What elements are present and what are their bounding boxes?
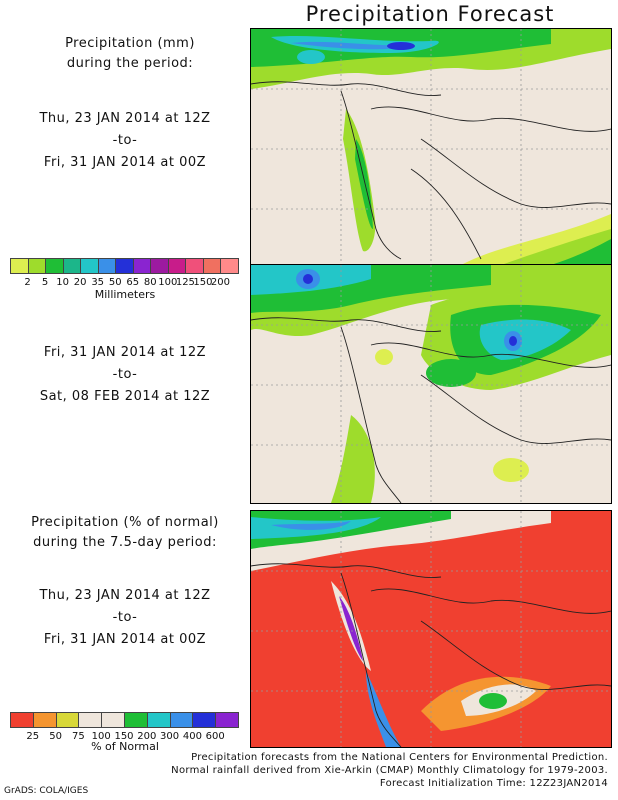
colorbar-tick-label: 200 — [137, 731, 157, 742]
panel1-header-line2: during the period: — [66, 56, 194, 71]
colorbar-tick-label: 2 — [24, 277, 31, 288]
colorbar-segment — [62, 258, 82, 274]
colorbar-segment — [124, 712, 148, 728]
pct-colorbar: 25 50 75 100 150 200 300 400 600 % of Normal — [0, 710, 250, 755]
colorbar-tick-label: 50 — [108, 277, 122, 288]
panel3-end: Fri, 31 JAN 2014 at 00Z — [43, 632, 207, 647]
colorbar-segment — [202, 258, 222, 274]
colorbar-segment — [27, 258, 47, 274]
panel1-to: -to- — [112, 133, 138, 148]
panel2-period: Fri, 31 JAN 2014 at 12Z -to- Sat, 08 FEB… — [10, 342, 240, 408]
colorbar-tick-label: 125 — [175, 277, 195, 288]
mm-colorbar: 2 5 10 20 35 50 65 80 100 125 150 200 Millimeters — [0, 252, 250, 302]
map-panel-week2-mm — [250, 264, 612, 504]
colorbar-tick-label: 300 — [160, 731, 180, 742]
colorbar-segment — [45, 258, 64, 274]
panel1-header: Precipitation (mm) during the period: — [20, 34, 240, 74]
credit-label: GrADS: COLA/IGES — [4, 786, 89, 796]
footer-line3: Forecast Initialization Time: 12Z23JAN20… — [379, 778, 608, 789]
colorbar-tick-label: 80 — [143, 277, 157, 288]
colorbar-tick-label: 100 — [91, 731, 111, 742]
colorbar-tick-label: 150 — [114, 731, 134, 742]
colorbar-segment — [32, 712, 57, 728]
colorbar-segment — [150, 258, 169, 274]
footer-line2: Normal rainfall derived from Xie-Arkin (… — [171, 765, 608, 776]
colorbar-tick-label: 150 — [193, 277, 213, 288]
colorbar-tick-label: 35 — [91, 277, 105, 288]
colorbar-segment — [115, 258, 134, 274]
colorbar-segment — [97, 258, 117, 274]
panel1-period: Thu, 23 JAN 2014 at 12Z -to- Fri, 31 JAN… — [10, 108, 240, 174]
panel3-header-line1: Precipitation (% of normal) — [31, 515, 219, 530]
panel3-header: Precipitation (% of normal) during the 7… — [8, 513, 242, 553]
panel3-header-line2: during the 7.5-day period: — [33, 535, 217, 550]
footer-notes: Precipitation forecasts from the Nationa… — [171, 751, 608, 790]
colorbar-tick-label: 400 — [182, 731, 202, 742]
panel2-start: Fri, 31 JAN 2014 at 12Z — [43, 345, 207, 360]
panel2-end: Sat, 08 FEB 2014 at 12Z — [39, 389, 211, 404]
colorbar-tick-label: 50 — [49, 731, 62, 742]
panel3-to: -to- — [112, 610, 138, 625]
page-title: Precipitation Forecast — [305, 2, 555, 26]
footer-line1: Precipitation forecasts from the Nationa… — [191, 752, 608, 763]
panel2-to: -to- — [112, 367, 138, 382]
map-panel-percent-normal — [250, 510, 612, 748]
colorbar-segment — [215, 712, 239, 728]
colorbar-segment — [101, 712, 125, 728]
colorbar-tick-label: 600 — [205, 731, 225, 742]
colorbar-segment — [80, 258, 99, 274]
colorbar-segment — [192, 712, 217, 728]
colorbar-segment — [146, 712, 171, 728]
colorbar-tick-label: 75 — [72, 731, 85, 742]
colorbar-tick-label: 100 — [158, 277, 178, 288]
colorbar-segment — [55, 712, 80, 728]
colorbar-segment — [78, 712, 103, 728]
colorbar-tick-label: 200 — [210, 277, 230, 288]
panel3-period: Thu, 23 JAN 2014 at 12Z -to- Fri, 31 JAN… — [10, 585, 240, 651]
panel1-start: Thu, 23 JAN 2014 at 12Z — [39, 111, 211, 126]
colorbar-segment — [167, 258, 187, 274]
panel1-header-line1: Precipitation (mm) — [65, 36, 195, 51]
colorbar-segment — [10, 712, 34, 728]
colorbar-segment — [185, 258, 204, 274]
panel1-end: Fri, 31 JAN 2014 at 00Z — [43, 155, 207, 170]
map-panel-week1-mm — [250, 28, 612, 266]
colorbar-segment — [169, 712, 194, 728]
pct-unit-label: % of Normal — [91, 740, 159, 753]
colorbar-tick-label: 20 — [73, 277, 87, 288]
colorbar-tick-label: 65 — [126, 277, 140, 288]
colorbar-tick-label: 10 — [56, 277, 69, 288]
colorbar-segment — [132, 258, 152, 274]
mm-unit-label: Millimeters — [94, 288, 156, 301]
panel3-start: Thu, 23 JAN 2014 at 12Z — [39, 588, 211, 603]
colorbar-tick-label: 25 — [26, 731, 40, 742]
colorbar-tick-label: 5 — [41, 277, 49, 288]
colorbar-segment — [220, 258, 239, 274]
colorbar-segment — [10, 258, 29, 274]
